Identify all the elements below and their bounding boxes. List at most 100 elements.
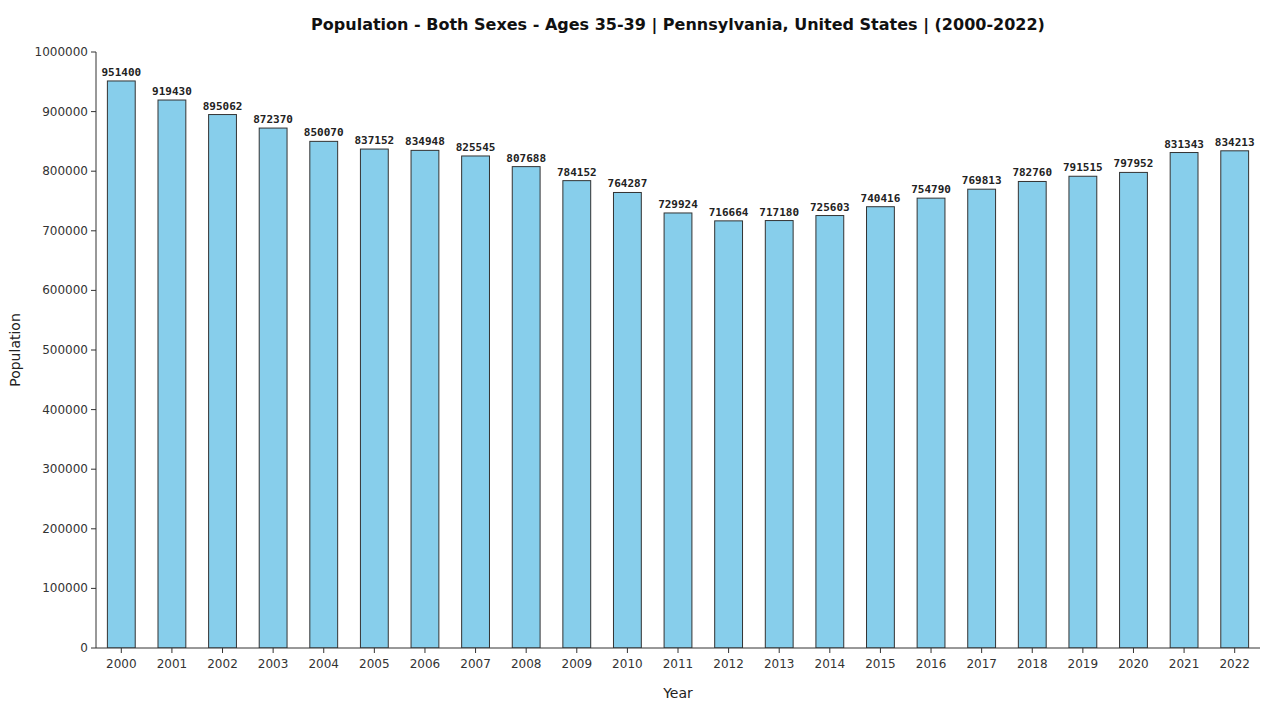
data-label: 834213 (1215, 136, 1255, 149)
y-tick (91, 588, 96, 589)
bar (664, 213, 692, 648)
y-tick-label: 100000 (42, 581, 88, 595)
y-axis-label: Population (7, 313, 23, 387)
y-tick (91, 171, 96, 172)
data-label: 769813 (962, 174, 1002, 187)
x-tick (931, 648, 932, 653)
chart-svg: 9514009194308950628723708500708371528349… (0, 0, 1280, 720)
y-tick (91, 52, 96, 53)
y-tick (91, 111, 96, 112)
bar (715, 221, 743, 648)
x-tick-label: 2001 (157, 657, 188, 671)
bar (259, 128, 287, 648)
x-tick (526, 648, 527, 653)
x-tick (627, 648, 628, 653)
x-tick-label: 2009 (562, 657, 593, 671)
data-label: 784152 (557, 166, 597, 179)
y-tick-label: 400000 (42, 403, 88, 417)
bar (1018, 181, 1046, 648)
x-tick-label: 2019 (1068, 657, 1099, 671)
x-tick-label: 2018 (1017, 657, 1048, 671)
y-tick (91, 648, 96, 649)
x-tick-label: 2006 (410, 657, 441, 671)
x-tick-label: 2003 (258, 657, 289, 671)
chart-container: 9514009194308950628723708500708371528349… (0, 0, 1280, 720)
bar (917, 198, 945, 648)
bar (360, 149, 388, 648)
data-label: 725603 (810, 201, 850, 214)
y-tick-label: 700000 (42, 224, 88, 238)
y-tick-label: 800000 (42, 164, 88, 178)
data-label: 729924 (658, 198, 698, 211)
data-label: 825545 (456, 141, 496, 154)
x-tick (222, 648, 223, 653)
data-label: 791515 (1063, 161, 1103, 174)
bar (310, 141, 338, 648)
bar (1120, 172, 1148, 648)
data-label: 717180 (759, 206, 799, 219)
y-tick (91, 350, 96, 351)
x-tick (1133, 648, 1134, 653)
x-tick (424, 648, 425, 653)
x-tick (1234, 648, 1235, 653)
x-tick (1032, 648, 1033, 653)
bar (765, 221, 793, 648)
axes: 0 100000 200000 300000 400000 500000 600000 700… (35, 45, 1260, 671)
data-label: 895062 (203, 100, 243, 113)
x-tick-label: 2002 (207, 657, 238, 671)
data-labels: 9514009194308950628723708500708371528349… (101, 66, 1254, 219)
x-tick (576, 648, 577, 653)
y-tick-label: 0 (80, 641, 88, 655)
x-tick (121, 648, 122, 653)
y-tick (91, 469, 96, 470)
bar (1069, 176, 1097, 648)
x-tick-label: 2022 (1219, 657, 1250, 671)
y-tick-label: 300000 (42, 462, 88, 476)
y-tick (91, 409, 96, 410)
x-tick-label: 2011 (663, 657, 694, 671)
data-label: 831343 (1164, 138, 1204, 151)
x-tick (779, 648, 780, 653)
chart-title: Population - Both Sexes - Ages 35-39 | P… (311, 15, 1045, 35)
x-tick-label: 2010 (612, 657, 643, 671)
x-tick-label: 2021 (1169, 657, 1200, 671)
x-tick-label: 2000 (106, 657, 137, 671)
data-label: 764287 (608, 177, 648, 190)
data-label: 951400 (101, 66, 141, 79)
data-label: 919430 (152, 85, 192, 98)
bar (158, 100, 186, 648)
bar (1221, 151, 1249, 648)
y-tick-label: 200000 (42, 522, 88, 536)
x-tick (678, 648, 679, 653)
bar (462, 156, 490, 648)
data-label: 837152 (354, 134, 394, 147)
data-label: 716664 (709, 206, 749, 219)
x-tick (171, 648, 172, 653)
x-tick-label: 2014 (815, 657, 846, 671)
bar (563, 181, 591, 648)
y-tick-label: 600000 (42, 283, 88, 297)
x-tick-label: 2016 (916, 657, 947, 671)
bar (867, 207, 895, 648)
bar (1170, 153, 1198, 648)
x-tick-label: 2005 (359, 657, 390, 671)
x-tick-label: 2007 (460, 657, 491, 671)
y-tick-label: 500000 (42, 343, 88, 357)
bar (107, 81, 135, 648)
x-tick (1082, 648, 1083, 653)
bar (411, 150, 439, 648)
x-tick (374, 648, 375, 653)
x-axis-label: Year (662, 685, 693, 701)
x-tick (1184, 648, 1185, 653)
bar (209, 115, 237, 648)
bar (968, 189, 996, 648)
x-tick-label: 2013 (764, 657, 795, 671)
bar (816, 216, 844, 648)
bar (512, 167, 540, 648)
data-label: 872370 (253, 113, 293, 126)
data-label: 797952 (1114, 157, 1154, 170)
x-tick (728, 648, 729, 653)
data-label: 782760 (1012, 166, 1052, 179)
x-tick (981, 648, 982, 653)
x-tick-label: 2020 (1118, 657, 1149, 671)
